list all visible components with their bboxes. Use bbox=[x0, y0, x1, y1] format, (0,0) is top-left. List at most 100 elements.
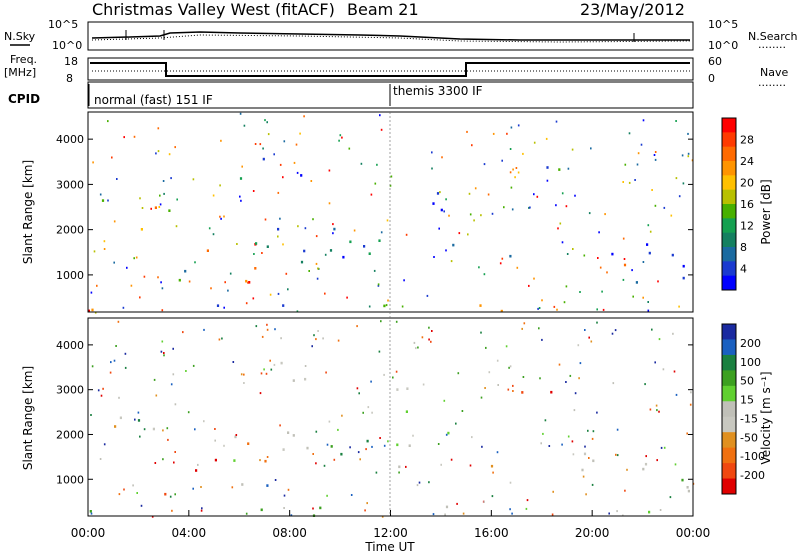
data-cell bbox=[478, 266, 480, 269]
data-cell bbox=[287, 488, 290, 491]
data-cell bbox=[686, 486, 689, 489]
data-cell bbox=[379, 114, 381, 117]
data-cell bbox=[285, 272, 288, 275]
data-cell bbox=[428, 338, 430, 341]
data-cell bbox=[174, 403, 177, 406]
power-data-layer bbox=[88, 112, 694, 314]
data-cell bbox=[293, 161, 296, 164]
nsearch-label: N.Search bbox=[748, 30, 798, 43]
data-cell bbox=[357, 451, 360, 454]
data-cell bbox=[596, 411, 598, 414]
data-cell bbox=[537, 307, 539, 310]
data-cell bbox=[155, 152, 157, 155]
data-cell bbox=[533, 141, 536, 144]
data-cell bbox=[416, 484, 419, 487]
data-cell bbox=[455, 422, 457, 425]
freq-label: Freq. bbox=[10, 53, 37, 66]
data-cell bbox=[606, 271, 608, 274]
data-cell bbox=[118, 396, 120, 399]
data-cell bbox=[526, 499, 529, 502]
y-tick-label: 2000 bbox=[56, 428, 84, 441]
data-cell bbox=[690, 391, 692, 394]
data-cell bbox=[467, 233, 469, 236]
colorbar-swatch bbox=[722, 416, 736, 433]
data-cell bbox=[303, 249, 306, 253]
data-cell bbox=[569, 374, 572, 377]
data-cell bbox=[642, 119, 645, 122]
colorbar-swatch bbox=[722, 354, 736, 371]
data-cell bbox=[408, 444, 411, 447]
data-cell bbox=[686, 432, 688, 435]
data-cell bbox=[611, 332, 614, 335]
data-cell bbox=[123, 488, 125, 491]
colorbar-swatch bbox=[722, 463, 736, 480]
data-cell bbox=[231, 486, 234, 489]
data-cell bbox=[274, 479, 277, 481]
data-cell bbox=[173, 461, 175, 464]
velocity-ylabel: Slant Range [km] bbox=[21, 366, 35, 470]
colorbar-tick-label: 4 bbox=[740, 263, 747, 276]
data-cell bbox=[588, 336, 590, 339]
data-cell bbox=[254, 143, 257, 145]
data-cell bbox=[161, 287, 164, 290]
data-cell bbox=[616, 454, 619, 457]
data-cell bbox=[496, 359, 499, 362]
data-cell bbox=[635, 281, 638, 284]
data-cell bbox=[223, 306, 225, 309]
data-cell bbox=[218, 338, 221, 341]
data-cell bbox=[377, 284, 380, 287]
data-cell bbox=[241, 165, 243, 168]
cpid-label: CPID bbox=[8, 92, 40, 106]
data-cell bbox=[663, 446, 666, 449]
data-cell bbox=[604, 213, 606, 216]
data-cell bbox=[153, 378, 156, 381]
data-cell bbox=[368, 252, 371, 255]
data-cell bbox=[171, 509, 173, 512]
data-cell bbox=[342, 255, 345, 259]
data-cell bbox=[596, 321, 598, 324]
data-cell bbox=[192, 178, 195, 181]
data-cell bbox=[133, 135, 136, 138]
y-tick-label: 2000 bbox=[56, 224, 84, 237]
data-cell bbox=[395, 320, 398, 323]
data-cell bbox=[565, 381, 567, 383]
data-cell bbox=[157, 276, 159, 279]
data-cell bbox=[458, 232, 461, 235]
data-cell bbox=[333, 227, 336, 231]
y-tick-label: 3000 bbox=[56, 384, 84, 397]
colorbar-tick-label: 8 bbox=[740, 241, 747, 254]
data-cell bbox=[330, 445, 333, 448]
data-cell bbox=[243, 373, 245, 376]
data-cell bbox=[143, 428, 146, 431]
data-cell bbox=[235, 434, 238, 436]
power-colorbar: 28 24 20 16 12 8 4 bbox=[721, 117, 754, 291]
velocity-colorbar-label: Velocity [m s⁻¹] bbox=[759, 371, 773, 464]
colorbar-swatch bbox=[722, 189, 736, 205]
data-cell bbox=[350, 494, 353, 496]
data-cell bbox=[170, 177, 172, 180]
data-cell bbox=[552, 490, 554, 493]
data-cell bbox=[208, 227, 211, 230]
data-cell bbox=[515, 167, 518, 169]
data-cell bbox=[624, 163, 627, 166]
data-cell bbox=[163, 192, 165, 195]
data-cell bbox=[631, 269, 633, 272]
data-cell bbox=[509, 171, 512, 174]
data-cell bbox=[671, 253, 674, 257]
data-cell bbox=[523, 322, 526, 325]
data-cell bbox=[88, 309, 90, 312]
data-cell bbox=[375, 471, 378, 474]
data-cell bbox=[152, 427, 155, 431]
data-cell bbox=[234, 435, 237, 439]
colorbar-swatch bbox=[722, 370, 736, 387]
data-cell bbox=[563, 301, 566, 304]
velocity-y-ticks: 1000 2000 3000 4000 bbox=[56, 339, 693, 486]
velocity-colorbar: 200 100 50 15 -15 -50 -100 -200 bbox=[721, 323, 765, 495]
data-cell bbox=[447, 431, 450, 435]
data-cell bbox=[306, 446, 309, 450]
data-cell bbox=[441, 156, 443, 159]
data-cell bbox=[529, 206, 531, 209]
colorbar-swatch bbox=[722, 118, 736, 133]
data-cell bbox=[565, 205, 568, 208]
data-cell bbox=[431, 330, 433, 332]
